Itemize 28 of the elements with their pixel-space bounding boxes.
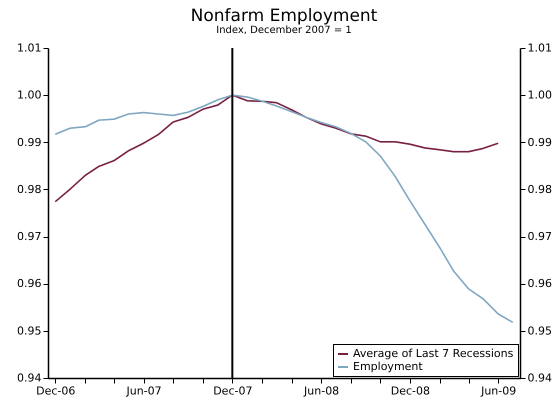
y-tick-label: 1.00 — [17, 88, 42, 102]
y-tick-label: 0.94 — [17, 372, 42, 384]
y2-tick-label: 0.97 — [528, 230, 552, 244]
y2-tick-label: 0.99 — [528, 136, 552, 149]
x-tick-label: Dec-07 — [213, 384, 252, 398]
chart-title: Nonfarm Employment — [190, 6, 378, 26]
y-tick-label: 0.99 — [17, 136, 42, 149]
x-tick-label: Jun-07 — [125, 384, 162, 398]
y-tick-label: 0.97 — [17, 230, 42, 244]
y2-tick-label: 0.95 — [528, 324, 552, 338]
legend-label: Average of Last 7 Recessions — [353, 347, 514, 360]
y2-tick-label: 0.96 — [528, 277, 552, 290]
y-tick-label: 0.98 — [17, 182, 42, 196]
y-tick-label: 0.95 — [17, 324, 42, 338]
x-tick-label: Dec-08 — [390, 384, 430, 398]
y2-tick-label: 0.94 — [528, 372, 552, 384]
y-tick-label: 0.96 — [17, 277, 42, 290]
x-tick-label: Dec-06 — [36, 384, 76, 398]
y2-tick-label: 0.98 — [528, 182, 552, 196]
x-tick-label: Jun-09 — [480, 384, 516, 398]
y-tick-label: 1.01 — [17, 42, 42, 54]
line-series — [54, 94, 499, 202]
y2-tick-label: 1.01 — [528, 42, 552, 54]
line-series — [54, 94, 514, 324]
legend-label: Employment — [353, 360, 424, 373]
chart-subtitle: Index, December 2007 = 1 — [216, 25, 352, 36]
y2-tick-label: 1.00 — [528, 88, 552, 102]
x-tick-label: Jun-08 — [303, 384, 340, 398]
